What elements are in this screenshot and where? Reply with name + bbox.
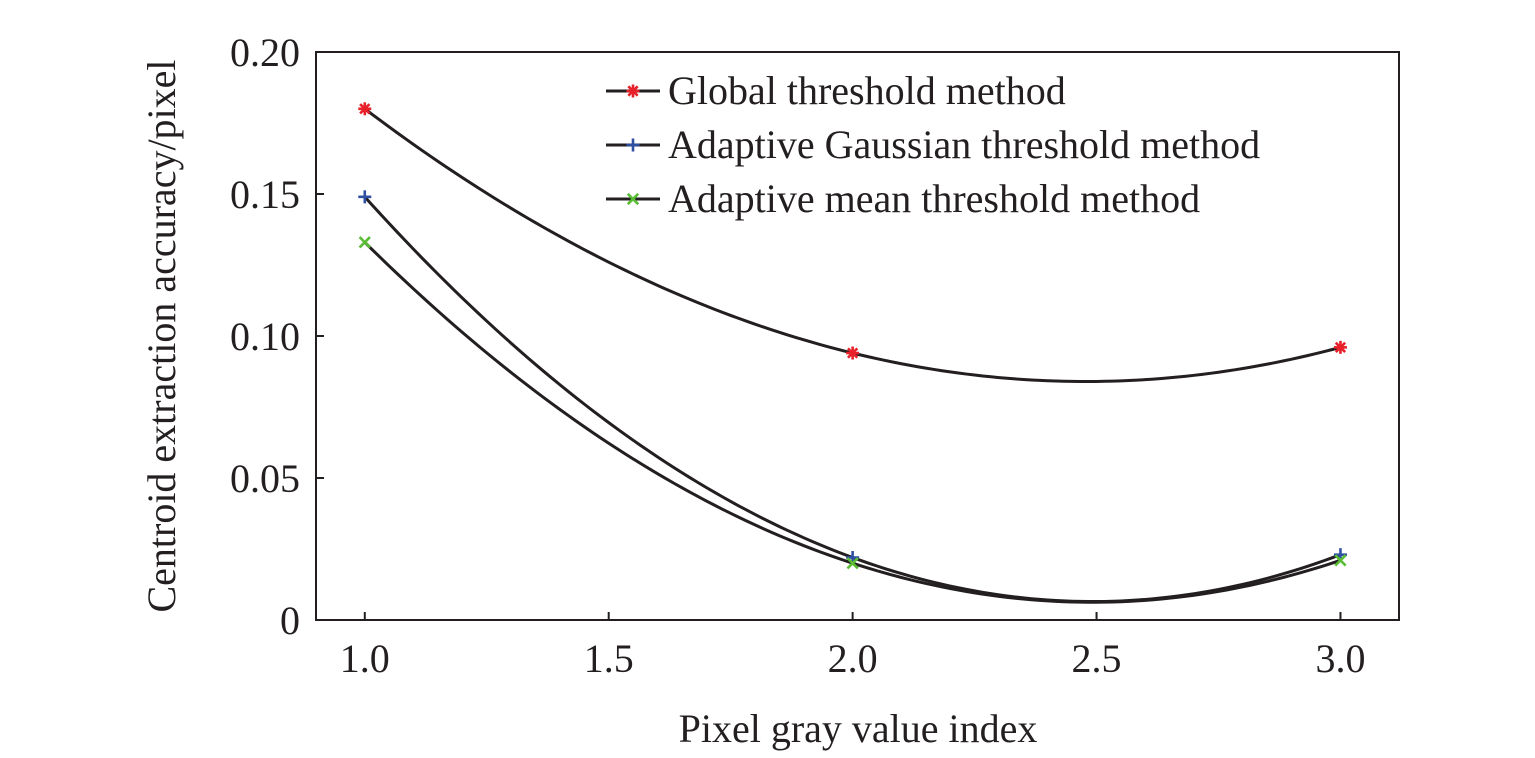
legend-item-adaptive-gaussian: Adaptive Gaussian threshold method — [606, 122, 1260, 167]
legend-label-global: Global threshold method — [668, 68, 1066, 113]
y-tick-label: 0.15 — [230, 172, 300, 217]
legend-marker-symbol — [626, 84, 640, 98]
series-line — [363, 241, 1341, 604]
y-axis-title: Centroid extraction accuracy/pixel — [139, 59, 184, 612]
legend: Global threshold method Adaptive Gaussia… — [606, 68, 1260, 221]
y-axis: 0 0.05 0.10 0.15 0.20 — [230, 30, 324, 643]
data-point-marker — [358, 102, 372, 116]
data-point-marker — [846, 557, 859, 570]
y-tick-label: 0.05 — [230, 456, 300, 501]
data-point-marker — [846, 346, 860, 360]
data-point-marker — [1334, 554, 1347, 567]
legend-marker-adaptive-gaussian — [626, 138, 640, 152]
legend-item-global: Global threshold method — [606, 68, 1066, 113]
x-tick-label: 2.0 — [828, 636, 878, 681]
series-layer — [358, 102, 1347, 604]
legend-marker-global — [626, 84, 640, 98]
x-axis-title: Pixel gray value index — [679, 706, 1038, 751]
data-point-marker — [1333, 340, 1347, 354]
legend-marker-symbol — [626, 138, 640, 152]
x-tick-label: 1.5 — [584, 636, 634, 681]
x-axis: 1.0 1.5 2.0 2.5 3.0 — [340, 612, 1365, 681]
y-tick-label: 0.10 — [230, 314, 300, 359]
y-tick-label: 0.20 — [230, 30, 300, 75]
x-tick-label: 2.5 — [1072, 636, 1122, 681]
legend-item-adaptive-mean: Adaptive mean threshold method — [606, 176, 1200, 221]
y-tick-label: 0 — [280, 598, 300, 643]
data-point-marker — [358, 236, 371, 249]
x-tick-label: 1.0 — [340, 636, 390, 681]
x-tick-label: 3.0 — [1315, 636, 1365, 681]
legend-label-adaptive-gaussian: Adaptive Gaussian threshold method — [668, 122, 1260, 167]
legend-marker-adaptive-mean — [626, 192, 640, 206]
legend-marker-symbol — [626, 192, 640, 206]
series-line — [363, 195, 1341, 604]
data-point-marker — [358, 190, 372, 204]
legend-label-adaptive-mean: Adaptive mean threshold method — [668, 176, 1200, 221]
